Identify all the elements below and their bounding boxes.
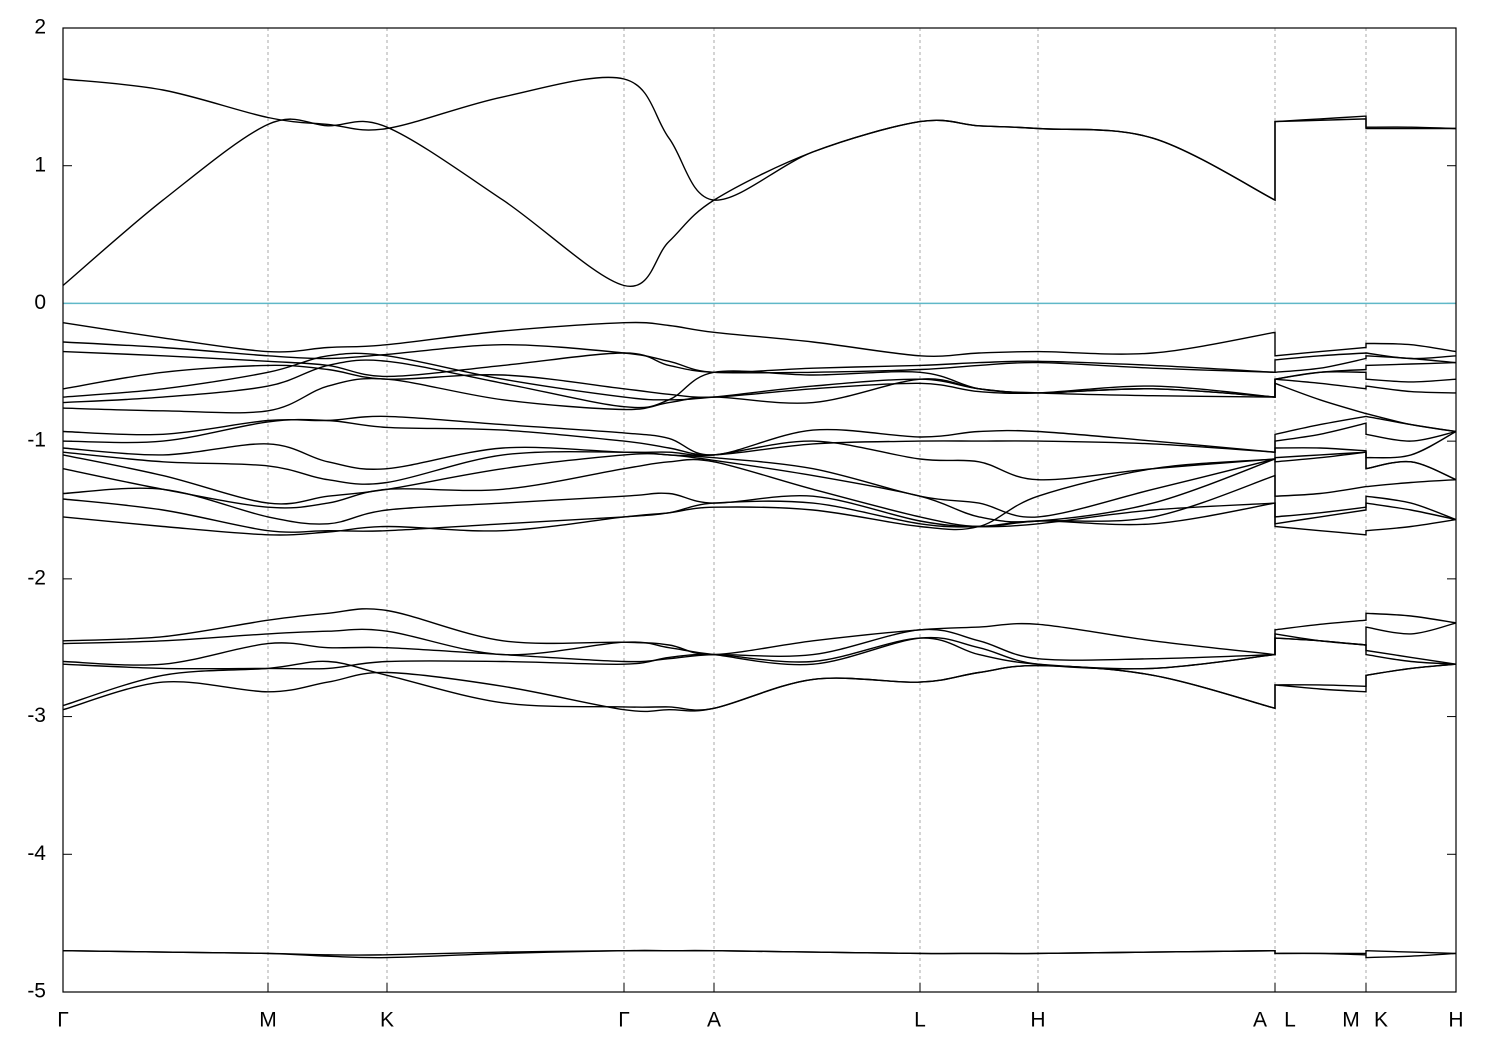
band-line <box>62 359 1457 409</box>
band-line <box>62 949 1457 959</box>
x-tick-label: H <box>1030 1009 1045 1032</box>
band-line <box>62 440 1457 481</box>
plot-frame <box>62 27 1457 993</box>
band-line <box>62 498 1457 536</box>
x-tick-label: Γ <box>618 1009 630 1032</box>
band-line <box>62 341 1457 374</box>
x-tick-label: A <box>707 1009 721 1032</box>
x-tick-label: Γ <box>57 1009 69 1032</box>
band-line <box>62 637 1457 670</box>
x-tick-label: K <box>380 1009 394 1032</box>
y-tick-label: -1 <box>27 429 46 452</box>
band-line <box>62 628 1457 666</box>
y-tick-label: -5 <box>27 980 46 1003</box>
band-line <box>62 430 1457 536</box>
y-tick-label: -4 <box>27 842 46 865</box>
y-tick-label: 2 <box>34 16 46 39</box>
band-line <box>62 76 1457 202</box>
y-tick-label: -2 <box>27 566 46 589</box>
band-line <box>62 377 1457 433</box>
band-line <box>62 608 1457 656</box>
x-tick-label: K <box>1374 1009 1388 1032</box>
band-line <box>62 352 1457 401</box>
band-line <box>62 487 1457 528</box>
band-line <box>62 450 1457 518</box>
x-tick-label: M <box>1342 1009 1360 1032</box>
band-line <box>62 418 1457 456</box>
x-tick-label: M <box>259 1009 277 1032</box>
band-line <box>62 458 1457 528</box>
band-line <box>62 321 1457 357</box>
y-tick-label: -3 <box>27 704 46 727</box>
y-tick-label: 0 <box>34 291 46 314</box>
band-line <box>62 663 1457 713</box>
x-tick-label: L <box>1284 1009 1296 1032</box>
x-tick-label: L <box>914 1009 926 1032</box>
band-line <box>62 452 1457 523</box>
band-line <box>62 350 1457 378</box>
y-tick-label: 1 <box>34 153 46 176</box>
x-tick-label: A <box>1253 1009 1267 1032</box>
x-tick-label: H <box>1448 1009 1463 1032</box>
